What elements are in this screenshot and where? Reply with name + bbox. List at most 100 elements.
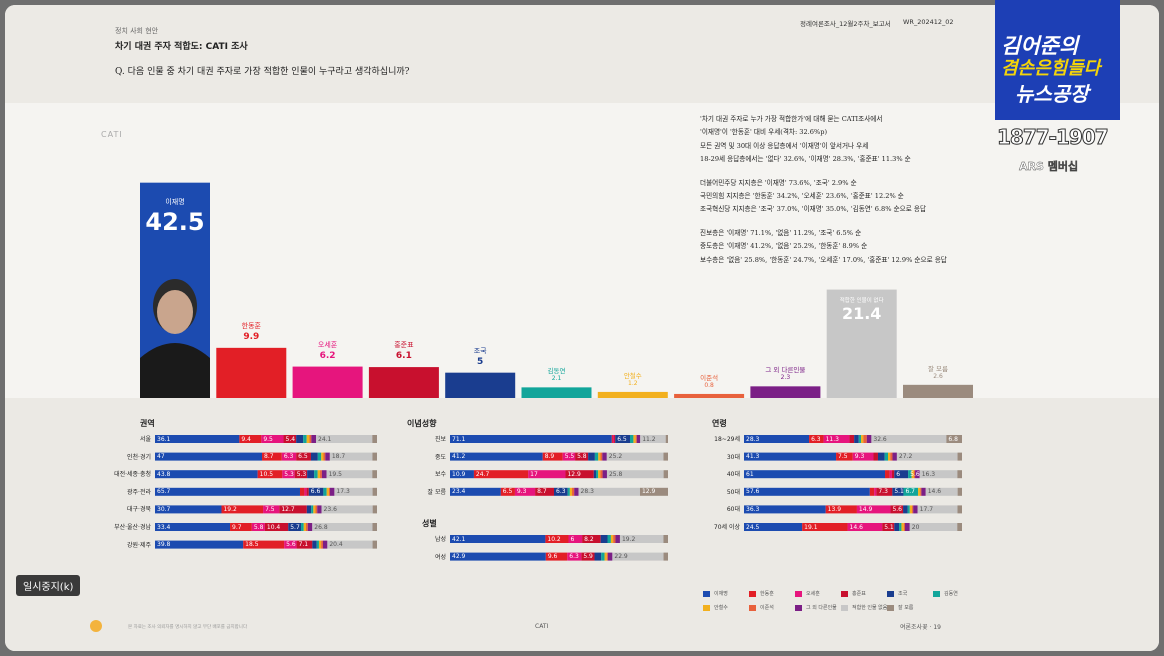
stack-segment — [957, 487, 962, 496]
stack-segment — [284, 540, 297, 549]
stack-segment — [296, 452, 311, 461]
pause-button[interactable]: 일시중지(k) — [16, 575, 81, 596]
segment-value-label: 9.5 — [263, 435, 273, 443]
legend-label: 한동훈 — [760, 591, 774, 597]
stack-segment — [155, 540, 244, 549]
segment-value-label: 10.2 — [547, 535, 561, 543]
bar-category-label: 이준석 — [700, 373, 719, 382]
bar-category-label: 김동연 — [547, 367, 566, 376]
segment-value-label: 16.3 — [921, 470, 936, 478]
stack-segment — [861, 435, 864, 443]
stack-segment — [847, 523, 883, 531]
legend-swatch — [887, 590, 894, 597]
broadcast-logo: 김어준의 겸손은힘들다 뉴스공장 — [995, 0, 1120, 120]
stack-segment — [911, 470, 914, 479]
stack-segment — [327, 540, 373, 549]
stack-segment — [372, 487, 377, 496]
stack-segment — [312, 523, 373, 531]
breakdown-row-label: 50대 — [726, 488, 740, 496]
segment-value-label: 5.1 — [894, 488, 904, 496]
stack-segment — [869, 487, 875, 496]
segment-value-label: 9.3 — [516, 488, 527, 496]
segment-value-label: 14.6 — [927, 488, 942, 496]
segment-value-label: 28.3 — [746, 435, 760, 443]
stack-segment — [595, 470, 599, 479]
legend-swatch — [933, 590, 940, 597]
segment-value-label: 20 — [911, 523, 920, 531]
stack-segment — [913, 470, 916, 479]
stack-segment — [606, 470, 664, 479]
bar-value-label: 6.2 — [319, 350, 336, 361]
segment-value-label: 5.6 — [286, 541, 296, 549]
stack-segment — [606, 552, 608, 561]
stack-segment — [473, 470, 529, 479]
stack-segment — [825, 505, 857, 514]
summary-note: 보수층은 '없음' 25.8%, '한동훈' 24.7%, '오세훈' 17.0… — [700, 255, 947, 264]
breakdown-row-label: 대구·경북 — [127, 506, 151, 514]
stack-segment — [607, 552, 613, 561]
segment-value-label: 39.8 — [157, 541, 171, 549]
stack-segment — [251, 523, 265, 531]
stack-segment — [303, 523, 306, 531]
segment-value-label: 7.3 — [878, 488, 888, 496]
stack-segment — [305, 523, 308, 531]
bar-value-label: 2.6 — [933, 372, 943, 380]
stack-segment — [744, 470, 886, 479]
segment-value-label: 5.7 — [290, 523, 300, 531]
stack-segment — [744, 452, 837, 461]
segment-value-label: 24.1 — [318, 435, 332, 443]
stack-segment — [450, 552, 546, 561]
stack-segment — [306, 505, 312, 514]
stack-segment — [554, 487, 568, 496]
stack-segment — [856, 505, 891, 514]
logo-line1: 김어준의 — [1001, 34, 1079, 58]
stack-segment — [619, 535, 664, 543]
breakdown-row-label: 진보 — [434, 436, 446, 443]
stack-segment — [602, 470, 607, 479]
segment-value-label: 14.9 — [858, 505, 873, 513]
segment-value-label: 5.3 — [296, 470, 307, 478]
stack-segment — [562, 452, 576, 461]
stack-segment — [326, 487, 329, 496]
stack-segment — [317, 470, 321, 479]
stack-segment — [281, 452, 297, 461]
segment-value-label: 47 — [157, 453, 165, 461]
summary-note: 18-29세 응답층에서는 '없다' 32.6%, '이재명' 28.3%, '… — [700, 155, 911, 164]
stack-segment — [308, 487, 324, 496]
segment-value-label: 5.9 — [583, 553, 593, 561]
stack-segment — [155, 505, 222, 514]
stack-segment — [155, 435, 240, 443]
segment-value-label: 25.2 — [608, 453, 623, 461]
stack-segment — [610, 535, 614, 543]
bar-value-label: 42.5 — [145, 207, 205, 236]
portrait-face — [157, 290, 193, 334]
stack-segment — [257, 470, 283, 479]
stack-segment — [854, 435, 859, 443]
stack-segment — [903, 523, 906, 531]
legend-swatch — [703, 604, 710, 611]
segment-value-label: 17 — [530, 470, 538, 478]
segment-value-label: 24.5 — [746, 523, 760, 531]
stack-segment — [313, 505, 316, 514]
legend-label: 적합한 인물 없음 — [852, 605, 888, 611]
legend-item: 조국 — [887, 590, 907, 597]
stack-segment — [876, 487, 893, 496]
stack-segment — [450, 435, 612, 443]
stack-segment — [921, 487, 926, 496]
breakdown-row-label: 남성 — [434, 536, 446, 543]
legend-item: 그 외 다른인물 — [795, 604, 837, 611]
breakdown-group-title: 권역 — [140, 419, 155, 428]
stack-segment — [882, 523, 895, 531]
stack-segment — [316, 540, 319, 549]
stack-segment — [372, 505, 377, 514]
stack-segment — [155, 470, 258, 479]
stack-segment — [877, 452, 885, 461]
breakdown-row-label: 30대 — [726, 453, 740, 461]
stack-segment — [615, 435, 630, 443]
bar-적합한 인물이 없다 — [826, 289, 897, 398]
stack-segment — [323, 452, 326, 461]
stack-segment — [296, 435, 304, 443]
stack-segment — [264, 523, 289, 531]
stack-segment — [889, 470, 892, 479]
portrait-suit — [140, 343, 210, 398]
